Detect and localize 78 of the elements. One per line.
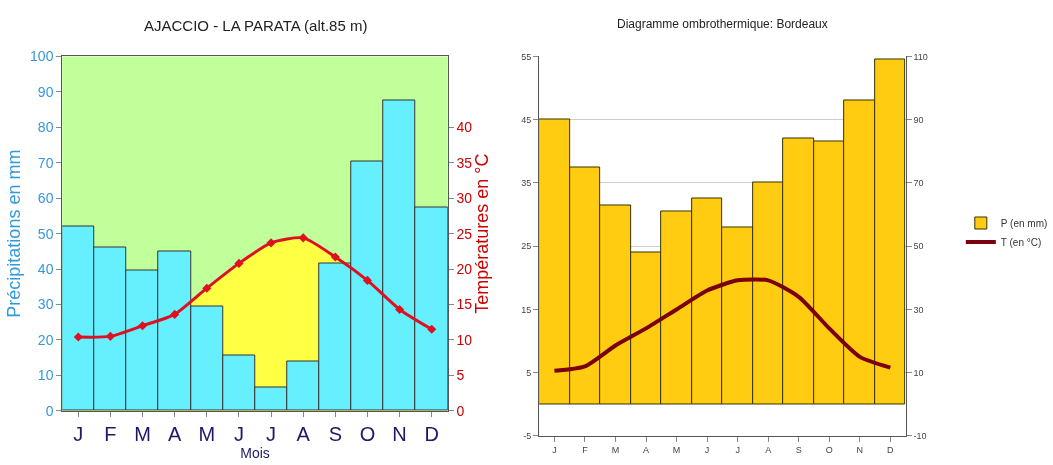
x-tick-label: F [582,444,589,455]
chart-title: Diagramme ombrothermique: Bordeaux [617,17,828,31]
x-tick-label: M [198,422,216,445]
point [105,331,115,341]
y-tick-label: 60 [37,190,54,207]
x-tick-label: D [887,444,895,455]
x-tick-label: S [795,444,802,455]
y-tick-label: 80 [37,119,54,136]
x-tick-label: D [424,422,439,445]
line-series [552,277,893,373]
y2-tick-label: 35 [456,154,473,171]
x-tick-label: J [266,422,277,445]
x-tick-label: O [825,444,833,455]
x-tick-label: M [134,422,151,445]
point [138,321,148,331]
point [330,252,340,262]
y2-tick-label: 10 [456,331,473,348]
y2-tick-label: 0 [456,402,465,419]
y2-tick-label: 15 [456,296,473,313]
x-tick-label: A [168,422,183,445]
y2-tick-label: 30 [913,304,924,315]
y-tick-label: -5 [523,431,532,442]
y-tick-label: 40 [37,260,54,277]
y-tick-label: 20 [37,331,54,348]
x-tick-label: A [643,444,650,455]
y2-tick-label: -10 [913,431,927,442]
y-tick-label: 25 [521,241,532,252]
x-tick-label: O [359,422,376,445]
x-tick-label: N [856,444,864,455]
y2-tick-label: 40 [456,119,473,136]
y-tick-label: 70 [37,154,54,171]
point [170,309,180,319]
y-tick-label: 10 [37,367,54,384]
x-tick-label: J [704,444,710,455]
y2-tick-label: 110 [913,51,928,62]
y-tick-label: 90 [37,83,54,100]
y2-tick-label: 30 [456,190,473,207]
legend-label: P (en mm) [1000,217,1048,229]
y2-tick-label: 25 [456,225,473,242]
point [395,304,405,314]
x-tick-label: M [611,444,620,455]
y-tick-label: 5 [526,367,532,378]
y-tick-label: 45 [521,114,532,125]
x-tick-label: J [233,422,244,445]
y2-tick-label: 5 [456,367,465,384]
y2-tick-label: 50 [913,241,924,252]
y-tick-label: 35 [521,178,532,189]
x-tick-label: J [73,422,84,445]
x-tick-label: J [735,444,740,455]
y-tick-label: 55 [521,51,532,62]
legend-label: T (en °C) [1000,236,1042,248]
y2-tick-label: 70 [913,178,924,189]
y-tick-label: 0 [45,402,54,419]
y2-tick-label: 20 [456,260,473,277]
y-tick-label: 50 [37,225,54,242]
x-tick-label: S [328,422,343,445]
point [202,283,212,293]
x-tick-label: M [672,444,681,455]
point [266,238,276,248]
x-tick-label: A [296,422,311,445]
y-tick-label: 100 [30,48,54,65]
y2-tick-label: 10 [913,367,924,378]
y-tick-label: 30 [37,296,54,313]
point [73,332,83,342]
point [298,233,308,243]
x-axis-title: Mois [240,444,270,461]
x-tick-label: J [552,444,557,455]
x-tick-label: A [765,444,772,455]
point [427,324,437,334]
point [362,275,373,285]
x-tick-label: F [104,422,117,445]
y-axis-title: Précipitations en mm [4,149,25,318]
point [234,258,244,268]
y2-tick-label: 90 [913,114,924,125]
y2-axis-title: Températures en °C [472,153,493,314]
x-tick-label: N [392,422,407,445]
y-tick-label: 15 [521,304,532,315]
chart-title: AJACCIO - LA PARATA (alt.85 m) [144,17,368,34]
